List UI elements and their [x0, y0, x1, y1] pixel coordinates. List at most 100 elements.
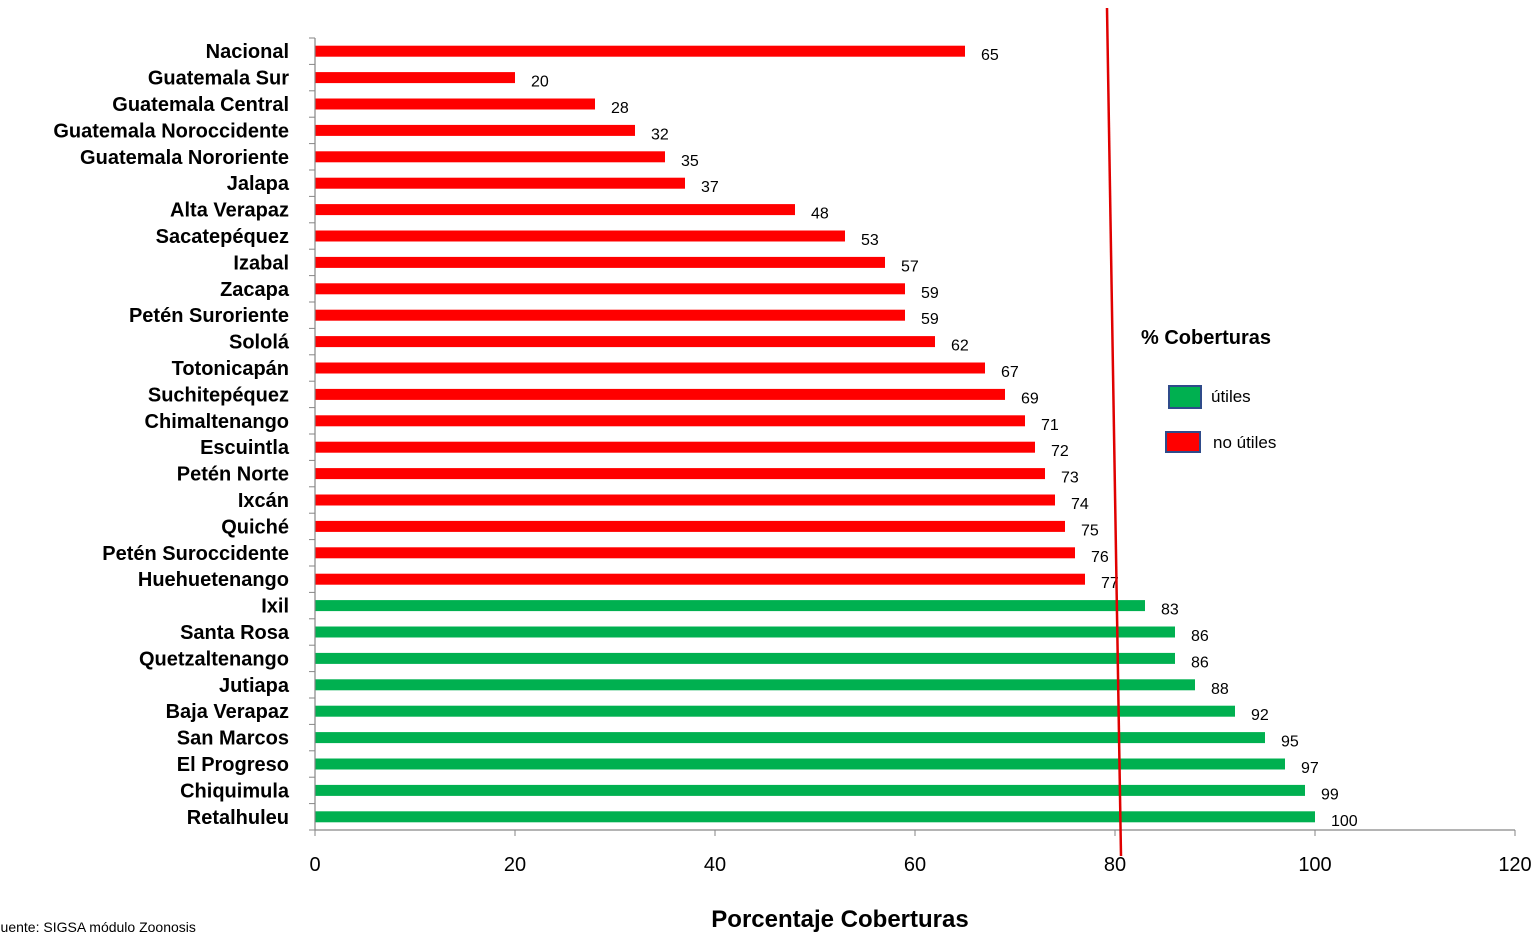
category-label-retalhuleu: Retalhuleu	[187, 807, 289, 829]
bar-ixil	[315, 600, 1145, 612]
category-label-santa-rosa: Santa Rosa	[180, 622, 290, 644]
value-label-nacional: 65	[981, 47, 999, 64]
bar-escuintla	[315, 441, 1035, 453]
category-label-alta-verapaz: Alta Verapaz	[170, 200, 289, 222]
value-label-guatemala-central: 28	[611, 100, 629, 117]
bar-suchitepequez	[315, 388, 1005, 400]
legend-label-no-utiles: no útiles	[1213, 433, 1276, 452]
bar-quetzaltenango	[315, 652, 1175, 664]
value-label-izabal: 57	[901, 258, 919, 275]
bar-san-marcos	[315, 732, 1265, 744]
bars-group	[315, 45, 1315, 823]
category-label-peten-norte: Petén Norte	[177, 464, 289, 486]
threshold-line	[1105, 7, 1123, 857]
bar-totonicapan	[315, 362, 985, 374]
category-label-peten-suroriente: Petén Suroriente	[129, 305, 289, 327]
bar-jalapa	[315, 177, 685, 189]
value-label-retalhuleu: 100	[1331, 813, 1358, 830]
category-label-guatemala-nororiente: Guatemala Nororiente	[80, 147, 289, 169]
category-label-chimaltenango: Chimaltenango	[145, 411, 289, 433]
value-label-solola: 62	[951, 338, 969, 355]
bar-peten-suroriente	[315, 309, 905, 321]
value-label-totonicapan: 67	[1001, 364, 1019, 381]
value-label-chiquimula: 99	[1321, 786, 1339, 803]
bar-guatemala-nororiente	[315, 151, 665, 163]
bar-solola	[315, 336, 935, 348]
category-label-ixil: Ixil	[261, 596, 289, 618]
source-note: Fuente: SIGSA módulo Zoonosis	[0, 919, 196, 935]
legend-swatch-no-utiles	[1165, 431, 1201, 453]
category-label-chiquimula: Chiquimula	[180, 780, 290, 802]
x-tick-label-80: 80	[1104, 854, 1126, 876]
category-label-el-progreso: El Progreso	[177, 754, 289, 776]
value-label-baja-verapaz: 92	[1251, 707, 1269, 724]
category-label-nacional: Nacional	[206, 41, 289, 63]
bar-izabal	[315, 256, 885, 268]
category-labels: Nacional Guatemala Sur Guatemala Central Gu…	[53, 41, 290, 829]
threshold-group	[1105, 7, 1123, 857]
bar-chimaltenango	[315, 415, 1025, 427]
category-label-ixcan: Ixcán	[238, 490, 289, 512]
value-label-chimaltenango: 71	[1041, 417, 1059, 434]
x-tick-label-0: 0	[309, 854, 320, 876]
bar-baja-verapaz	[315, 705, 1235, 717]
category-label-jalapa: Jalapa	[227, 173, 290, 195]
legend-title: % Coberturas	[1141, 327, 1271, 349]
value-label-suchitepequez: 69	[1021, 390, 1039, 407]
category-label-huehuetenango: Huehuetenango	[138, 569, 289, 591]
bar-zacapa	[315, 283, 905, 295]
bar-nacional	[315, 45, 965, 57]
value-label-sacatepequez: 53	[861, 232, 879, 249]
x-tick-label-40: 40	[704, 854, 726, 876]
category-label-totonicapan: Totonicapán	[172, 358, 289, 380]
value-label-el-progreso: 97	[1301, 760, 1319, 777]
value-label-san-marcos: 95	[1281, 734, 1299, 751]
bar-santa-rosa	[315, 626, 1175, 638]
category-label-quiche: Quiché	[221, 516, 289, 538]
value-label-jutiapa: 88	[1211, 681, 1229, 698]
bar-guatemala-noroccidente	[315, 124, 635, 136]
bar-peten-suroccidente	[315, 547, 1075, 559]
category-label-suchitepequez: Suchitepéquez	[148, 384, 289, 406]
x-tick-label-20: 20	[504, 854, 526, 876]
legend: % Coberturas útiles no útiles	[1141, 327, 1276, 453]
bar-alta-verapaz	[315, 204, 795, 216]
value-label-alta-verapaz: 48	[811, 206, 829, 223]
category-label-solola: Sololá	[229, 332, 290, 354]
value-label-peten-suroccidente: 76	[1091, 549, 1109, 566]
value-label-peten-suroriente: 59	[921, 311, 939, 328]
axes-group: 0 20 40 60 80 100 120	[309, 37, 1532, 876]
value-labels: 6520283235374853575959626769717273747576…	[531, 47, 1358, 830]
value-label-guatemala-nororiente: 35	[681, 153, 699, 170]
bar-guatemala-sur	[315, 72, 515, 84]
value-label-quetzaltenango: 86	[1191, 654, 1209, 671]
bar-jutiapa	[315, 679, 1195, 691]
value-label-huehuetenango: 77	[1101, 575, 1119, 592]
value-label-santa-rosa: 86	[1191, 628, 1209, 645]
bar-peten-norte	[315, 468, 1045, 480]
x-tick-label-60: 60	[904, 854, 926, 876]
value-label-guatemala-noroccidente: 32	[651, 126, 669, 143]
legend-swatch-utiles	[1168, 385, 1202, 409]
bar-guatemala-central	[315, 98, 595, 110]
legend-label-utiles: útiles	[1211, 387, 1251, 406]
bar-quiche	[315, 520, 1065, 532]
category-label-escuintla: Escuintla	[200, 437, 290, 459]
value-label-peten-norte: 73	[1061, 470, 1079, 487]
category-label-izabal: Izabal	[233, 252, 289, 274]
value-label-jalapa: 37	[701, 179, 719, 196]
value-label-zacapa: 59	[921, 285, 939, 302]
bar-retalhuleu	[315, 811, 1315, 823]
category-label-zacapa: Zacapa	[220, 279, 290, 301]
category-label-guatemala-central: Guatemala Central	[112, 94, 289, 116]
bar-sacatepequez	[315, 230, 845, 242]
value-label-ixil: 83	[1161, 602, 1179, 619]
category-label-baja-verapaz: Baja Verapaz	[166, 701, 289, 723]
category-label-san-marcos: San Marcos	[177, 728, 289, 750]
x-axis-title: Porcentaje Coberturas	[711, 906, 968, 933]
bar-chiquimula	[315, 784, 1305, 796]
category-label-guatemala-sur: Guatemala Sur	[148, 68, 289, 90]
bar-huehuetenango	[315, 573, 1085, 585]
value-label-ixcan: 74	[1071, 496, 1089, 513]
